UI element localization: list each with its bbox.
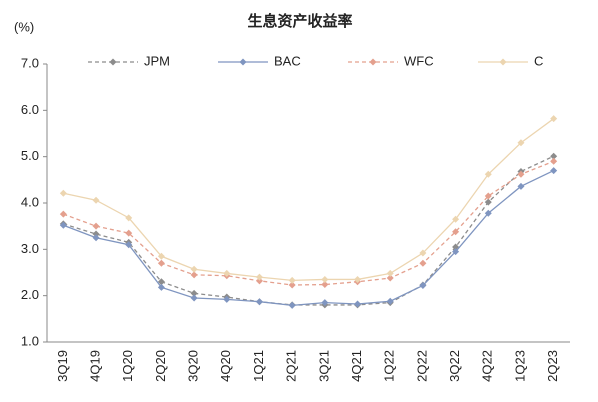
- x-tick-label: 4Q20: [218, 350, 233, 382]
- data-point: [321, 281, 329, 289]
- y-tick-label: 2.0: [21, 287, 39, 302]
- data-point: [354, 275, 362, 283]
- data-point: [419, 259, 427, 267]
- data-point: [386, 297, 394, 305]
- y-tick-label: 3.0: [21, 241, 39, 256]
- legend-marker: [499, 58, 507, 66]
- y-tick-label: 6.0: [21, 102, 39, 117]
- data-point: [59, 210, 67, 218]
- data-point: [190, 265, 198, 273]
- data-point: [452, 228, 460, 236]
- legend-label: C: [534, 53, 543, 68]
- data-point: [386, 274, 394, 282]
- series-line: [63, 155, 554, 306]
- data-point: [517, 182, 525, 190]
- data-point: [59, 221, 67, 229]
- data-point: [484, 192, 492, 200]
- series-line: [63, 160, 554, 286]
- data-point: [157, 252, 165, 260]
- y-tick-label: 4.0: [21, 194, 39, 209]
- data-point: [550, 152, 558, 160]
- data-point: [92, 234, 100, 242]
- x-tick-label: 2Q21: [284, 350, 299, 382]
- x-tick-label: 3Q21: [316, 350, 331, 382]
- legend-label: WFC: [404, 53, 434, 68]
- data-point: [190, 271, 198, 279]
- data-point: [59, 189, 67, 197]
- data-point: [125, 229, 133, 237]
- x-tick-label: 3Q20: [186, 350, 201, 382]
- data-point: [484, 170, 492, 178]
- legend-marker: [369, 58, 377, 66]
- data-point: [157, 259, 165, 267]
- x-tick-label: 1Q20: [120, 350, 135, 382]
- x-tick-label: 4Q21: [349, 350, 364, 382]
- legend-marker: [109, 58, 117, 66]
- x-tick-label: 3Q19: [55, 350, 70, 382]
- x-tick-label: 2Q22: [414, 350, 429, 382]
- y-unit: (%): [14, 19, 34, 34]
- x-tick-label: 2Q23: [545, 350, 560, 382]
- data-point: [452, 248, 460, 256]
- x-tick-label: 1Q21: [251, 350, 266, 382]
- data-point: [255, 298, 263, 306]
- data-point: [92, 196, 100, 204]
- data-point: [354, 300, 362, 308]
- series-line: [63, 169, 554, 307]
- x-tick-label: 4Q19: [87, 350, 102, 382]
- data-point: [223, 295, 231, 303]
- data-point: [190, 294, 198, 302]
- data-point: [517, 170, 525, 178]
- data-point: [157, 283, 165, 291]
- data-point: [550, 115, 558, 123]
- data-point: [157, 278, 165, 286]
- series-line: [63, 118, 555, 282]
- data-point: [125, 214, 133, 222]
- x-tick-label: 4Q22: [480, 350, 495, 382]
- data-point: [288, 276, 296, 284]
- data-point: [223, 269, 231, 277]
- legend-label: JPM: [144, 53, 170, 68]
- data-point: [321, 275, 329, 283]
- data-point: [125, 241, 133, 249]
- data-point: [92, 222, 100, 230]
- y-tick-label: 5.0: [21, 148, 39, 163]
- data-point: [419, 249, 427, 257]
- data-point: [255, 277, 263, 285]
- x-tick-label: 2Q20: [153, 350, 168, 382]
- data-point: [255, 273, 263, 281]
- data-point: [321, 299, 329, 307]
- data-point: [484, 209, 492, 217]
- data-point: [452, 215, 460, 223]
- x-tick-label: 1Q23: [512, 350, 527, 382]
- data-point: [190, 289, 198, 297]
- data-point: [92, 230, 100, 238]
- chart-title: 生息资产收益率: [247, 12, 352, 30]
- y-tick-label: 1.0: [21, 333, 39, 348]
- data-point: [288, 281, 296, 289]
- data-point: [517, 139, 525, 147]
- legend-marker: [239, 58, 247, 66]
- data-point: [386, 269, 394, 277]
- data-point: [419, 281, 427, 289]
- y-tick-label: 7.0: [21, 55, 39, 70]
- data-point: [550, 157, 558, 165]
- data-point: [550, 167, 558, 175]
- x-tick-label: 3Q22: [447, 350, 462, 382]
- x-tick-label: 1Q22: [382, 350, 397, 382]
- legend-label: BAC: [274, 53, 301, 68]
- data-point: [288, 301, 296, 309]
- data-point: [484, 198, 492, 206]
